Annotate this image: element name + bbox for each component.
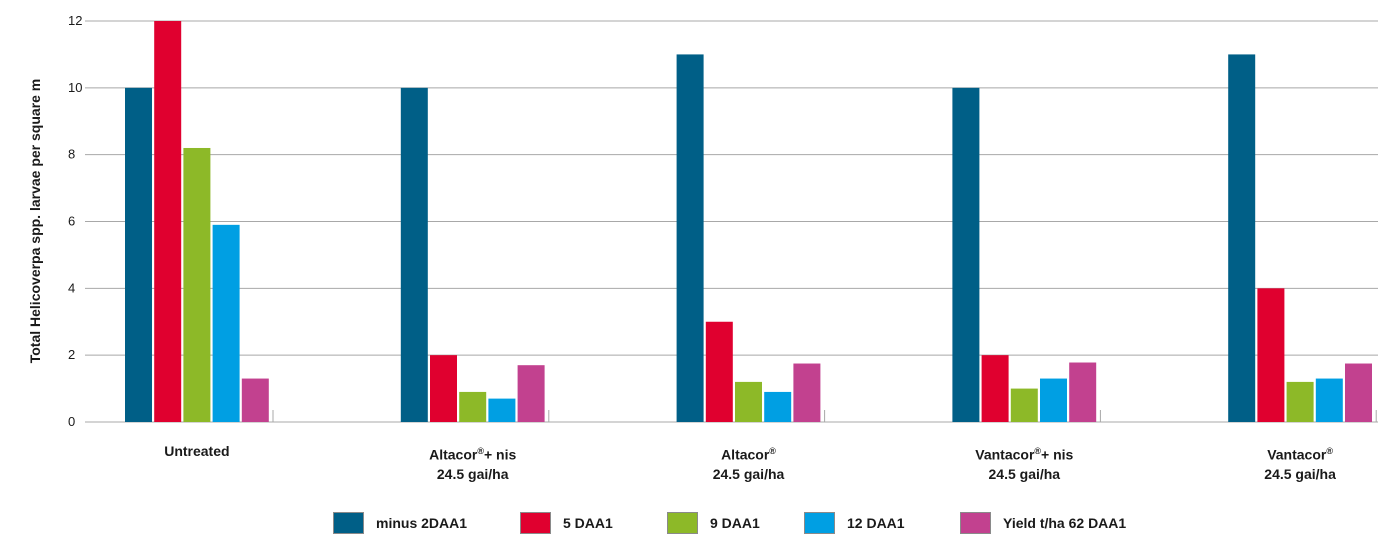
- category-name: Altacor: [429, 446, 478, 463]
- legend-item: minus 2DAA1: [333, 512, 467, 534]
- bar: [676, 54, 704, 423]
- y-axis-label: Total Helicoverpa spp. larvae per square…: [27, 79, 43, 364]
- legend: minus 2DAA1 5 DAA1 9 DAA1 12 DAA1 Yield t/ha…: [0, 512, 1400, 534]
- x-category-line1: Altacor®+ nis: [393, 442, 553, 465]
- bar: [1315, 378, 1343, 422]
- x-category-line1: Vantacor®: [1220, 442, 1380, 465]
- bar: [981, 355, 1009, 422]
- x-category-line1: Untreated: [117, 442, 277, 461]
- bars: [125, 21, 1372, 423]
- x-category-line1: Altacor®: [669, 442, 829, 465]
- y-tick-label: 2: [68, 347, 75, 362]
- x-category-line2: 24.5 gai/ha: [712, 465, 785, 482]
- legend-item: Yield t/ha 62 DAA1: [960, 512, 1126, 534]
- x-category-line2: 24.5 gai/ha: [988, 465, 1061, 482]
- bar: [1345, 363, 1372, 422]
- y-tick-label: 6: [68, 214, 75, 229]
- category-suffix: + nis: [483, 446, 517, 463]
- x-category-line1: Vantacor®+ nis: [944, 442, 1104, 465]
- legend-swatch: [804, 512, 835, 534]
- y-tick-label: 12: [68, 13, 82, 28]
- bar: [459, 391, 487, 422]
- bar: [952, 87, 980, 422]
- y-tick-label: 10: [68, 80, 82, 95]
- legend-item: 12 DAA1: [804, 512, 905, 534]
- x-category-line2: 24.5 gai/ha: [436, 465, 509, 482]
- x-category-label: Vantacor®+ nis 24.5 gai/ha: [944, 442, 1104, 484]
- category-suffix: + nis: [1041, 446, 1074, 463]
- x-category-line2: 24.5 gai/ha: [1264, 465, 1336, 482]
- bar: [793, 363, 821, 422]
- bar: [212, 224, 240, 422]
- category-name: Untreated: [164, 443, 230, 459]
- x-category-label: Altacor® 24.5 gai/ha: [669, 442, 829, 484]
- x-category-label: Untreated: [117, 442, 277, 461]
- bar: [1040, 378, 1067, 422]
- legend-label: minus 2DAA1: [376, 515, 468, 531]
- bar: [154, 21, 182, 422]
- legend-item: 9 DAA1: [667, 512, 760, 534]
- bar: [735, 381, 762, 422]
- bar: [517, 365, 545, 422]
- bar: [400, 87, 428, 422]
- legend-item: 5 DAA1: [520, 512, 613, 534]
- bar: [1286, 381, 1314, 422]
- bar: [488, 398, 516, 422]
- x-category-label: Vantacor® 24.5 gai/ha: [1220, 442, 1380, 484]
- legend-label: 12 DAA1: [847, 515, 905, 531]
- bar: [430, 355, 457, 422]
- registered-mark: ®: [1034, 446, 1042, 456]
- category-name: Altacor: [721, 446, 770, 463]
- bar: [183, 147, 211, 422]
- y-tick-label: 4: [68, 280, 75, 295]
- legend-label: Yield t/ha 62 DAA1: [1003, 515, 1127, 531]
- bar: [125, 87, 152, 422]
- y-tick-label: 0: [68, 414, 75, 429]
- bar: [1228, 54, 1256, 423]
- registered-mark: ®: [769, 446, 776, 456]
- bar: [1010, 388, 1038, 422]
- bar: [764, 391, 792, 422]
- legend-label: 9 DAA1: [710, 515, 760, 531]
- y-axis-ticks: 0 2 4 6 8 10 12: [68, 13, 82, 429]
- gridlines: [85, 20, 1378, 423]
- category-name: Vantacor: [975, 446, 1035, 463]
- legend-swatch: [960, 512, 991, 534]
- legend-swatch: [667, 512, 698, 534]
- bar-chart: 0 2 4 6 8 10 12 Total Helicoverpa spp. larvae …: [27, 13, 1378, 429]
- legend-swatch: [520, 512, 551, 534]
- legend-label: 5 DAA1: [563, 515, 613, 531]
- bar: [705, 321, 733, 422]
- y-tick-label: 8: [68, 147, 75, 162]
- legend-swatch: [333, 512, 364, 534]
- bar: [1069, 362, 1097, 422]
- registered-mark: ®: [477, 446, 484, 456]
- x-category-label: Altacor®+ nis 24.5 gai/ha: [393, 442, 553, 484]
- category-name: Vantacor: [1267, 446, 1327, 463]
- registered-mark: ®: [1326, 446, 1333, 456]
- bar: [241, 378, 269, 422]
- bar: [1257, 288, 1285, 422]
